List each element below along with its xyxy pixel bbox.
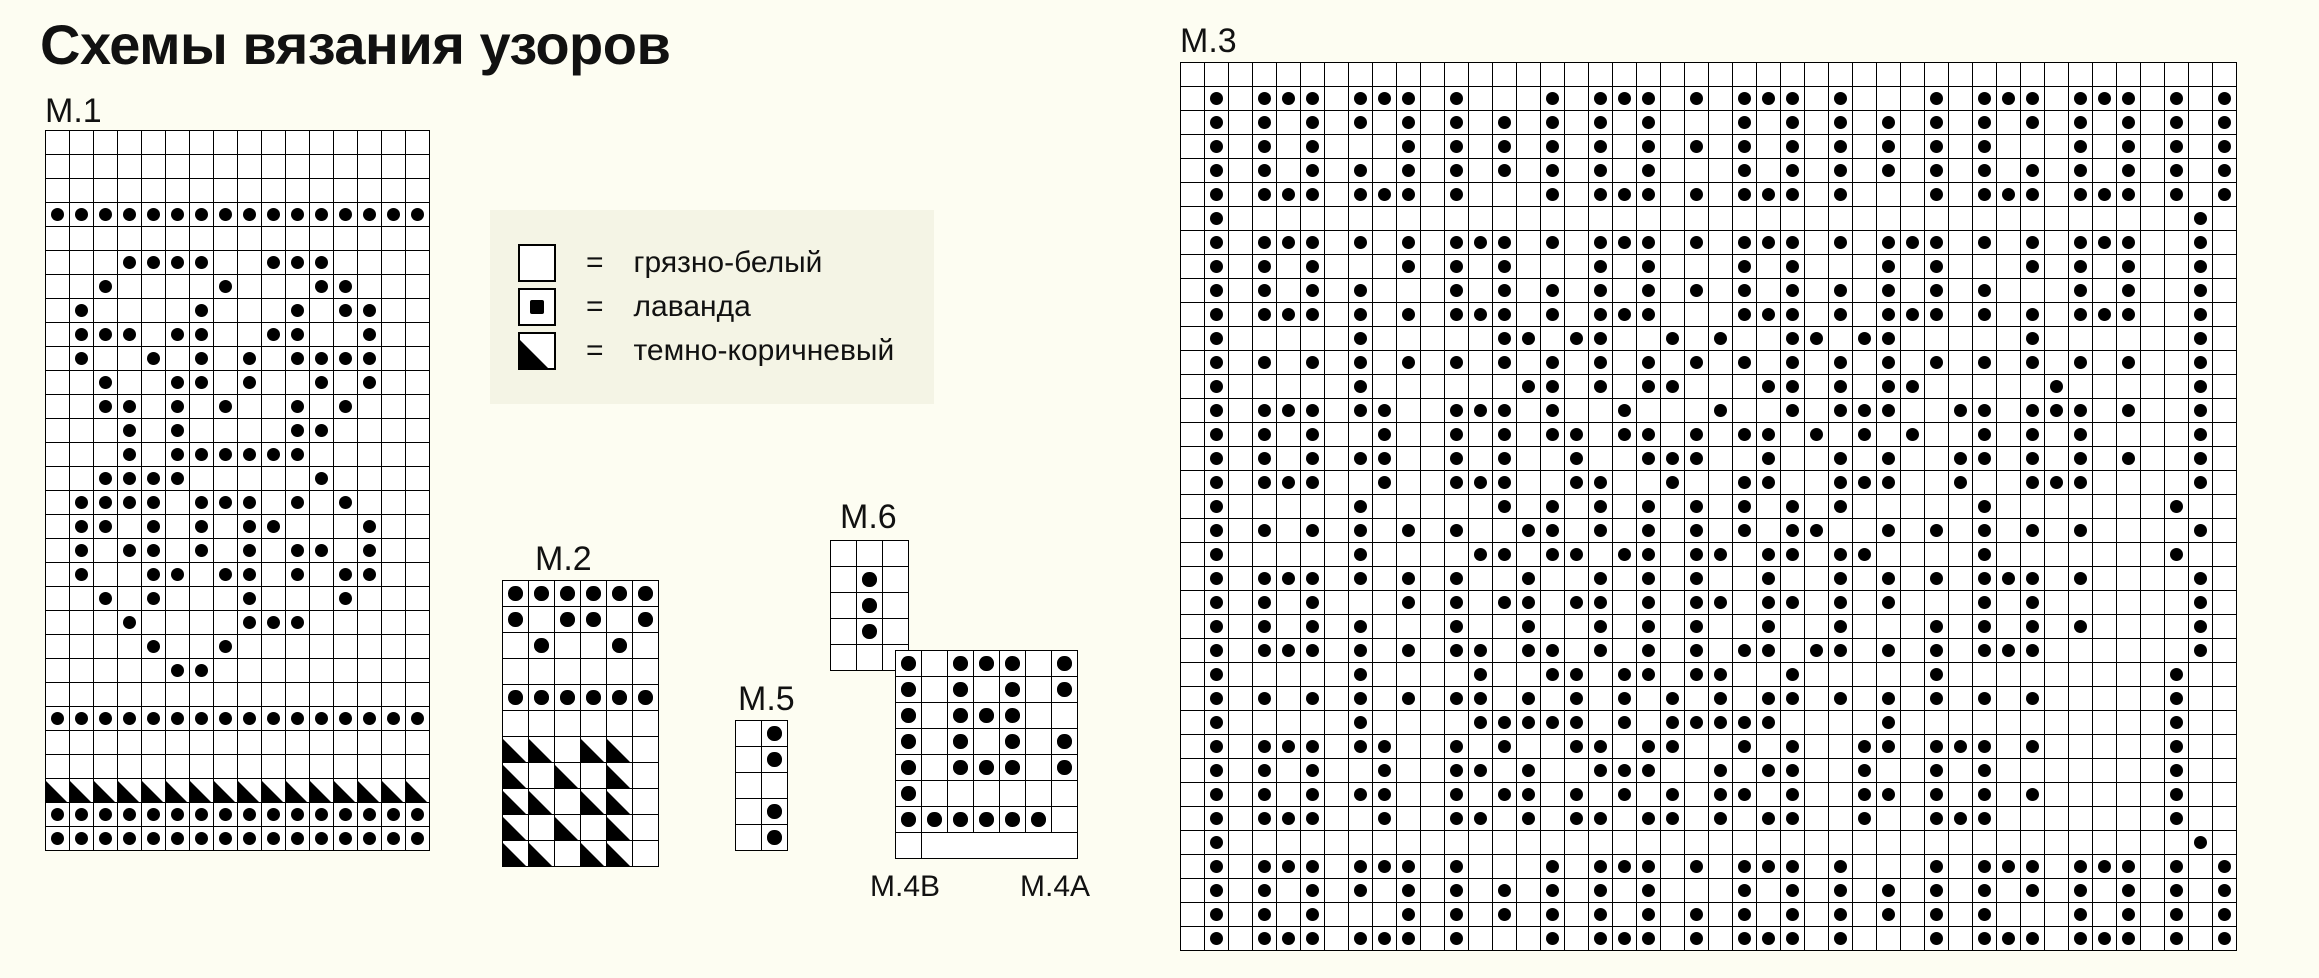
legend-equals: = — [586, 290, 604, 324]
legend-equals: = — [586, 246, 604, 280]
chart-label-m1: M.1 — [45, 92, 102, 131]
chart-label-m4a: M.4A — [1020, 870, 1090, 904]
legend-equals: = — [586, 334, 604, 368]
chart-m5 — [735, 720, 788, 851]
page-title: Схемы вязания узоров — [40, 12, 670, 77]
legend-symbol-dot — [518, 288, 556, 326]
legend-text: грязно-белый — [634, 246, 823, 280]
legend-symbol-triangle — [518, 332, 556, 370]
chart-label-m5: M.5 — [738, 680, 795, 719]
chart-label-m4b: M.4B — [870, 870, 940, 904]
legend: = грязно-белый = лаванда = темно-коричне… — [490, 210, 934, 404]
legend-symbol-white — [518, 244, 556, 282]
legend-text: лаванда — [634, 290, 751, 324]
chart-m3 — [1180, 62, 2237, 951]
chart-m2 — [502, 580, 659, 867]
chart-label-m3: M.3 — [1180, 22, 1237, 61]
chart-m4 — [895, 650, 1078, 859]
chart-label-m2: M.2 — [535, 540, 592, 579]
chart-label-m6: M.6 — [840, 498, 897, 537]
chart-m1 — [45, 130, 430, 851]
legend-text: темно-коричневый — [634, 334, 895, 368]
